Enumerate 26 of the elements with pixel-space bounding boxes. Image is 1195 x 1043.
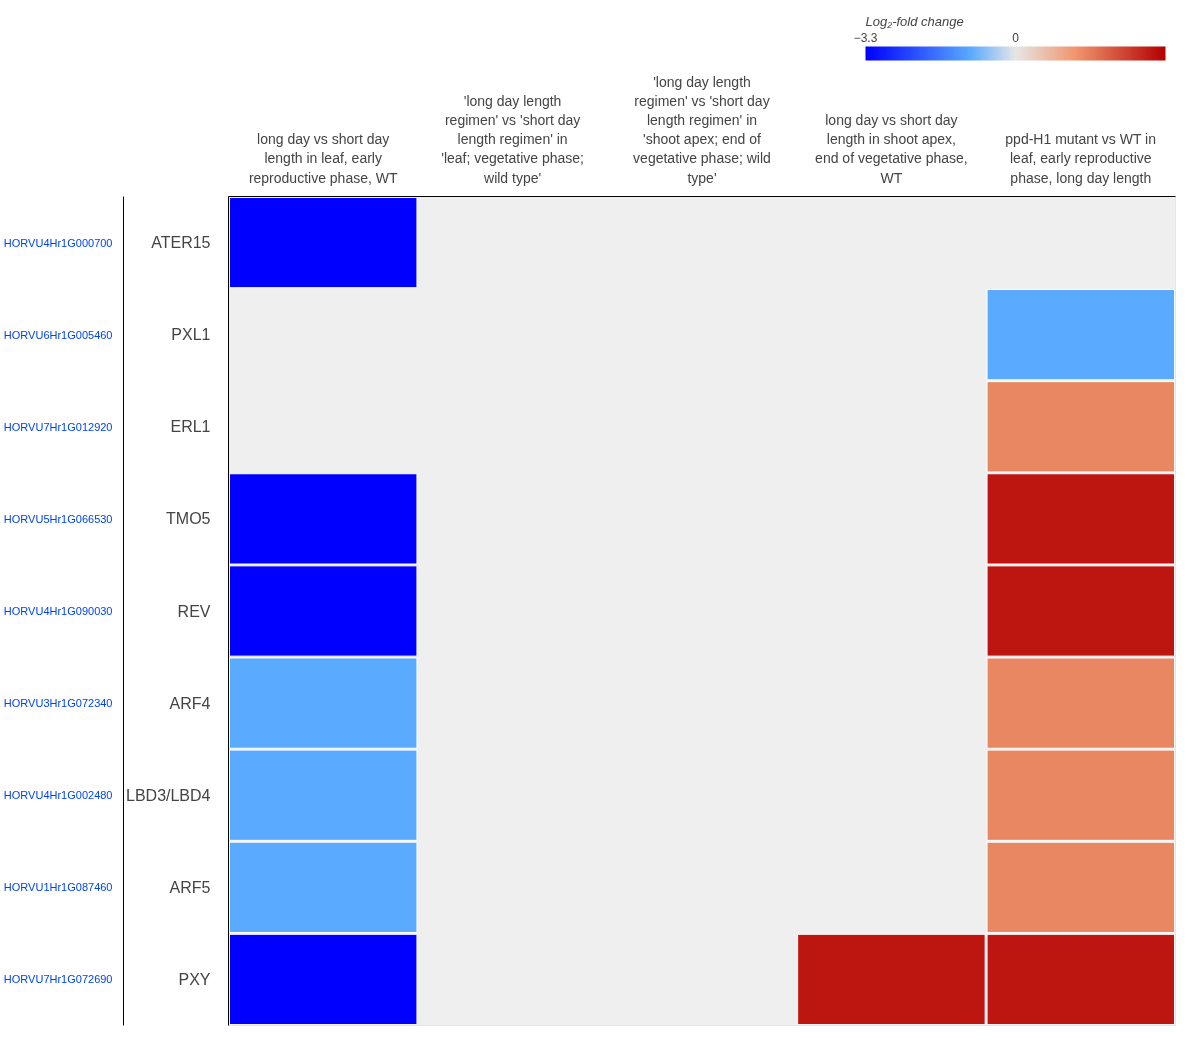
y-tick-label: ATER15 bbox=[151, 234, 211, 252]
color-bar-label: 0 bbox=[1012, 30, 1020, 45]
y-tick-label: PXL1 bbox=[171, 326, 211, 344]
y2-tick-label: HORVU5Hr1G066530 bbox=[3, 512, 113, 525]
y-tick-label: LBD3/LBD4 bbox=[126, 786, 211, 804]
y2-tick-label: HORVU6Hr1G005460 bbox=[3, 328, 113, 341]
x-tick-label: 'long day length regimen' vs 'short day length regimen' in 'leaf; vegetative phase; wild type' bbox=[441, 92, 584, 186]
y2-tick-label: HORVU3Hr1G072340 bbox=[3, 697, 113, 710]
y-tick-label: ERL1 bbox=[170, 418, 211, 436]
y2-tick-label: HORVU4Hr1G090030 bbox=[3, 605, 113, 617]
y-tick-label: ARF5 bbox=[169, 878, 211, 896]
y2-tick-label: HORVU1Hr1G087460 bbox=[3, 881, 113, 894]
color-bar-title: Log₂-fold change bbox=[865, 13, 964, 29]
y-tick-label: ARF4 bbox=[169, 694, 211, 712]
y2-tick-label: HORVU7Hr1G012920 bbox=[3, 420, 113, 433]
y2-tick-label: HORVU4Hr1G002480 bbox=[3, 789, 113, 802]
y2-tick-label: HORVU7Hr1G072690 bbox=[3, 973, 113, 986]
x-tick-label: ppd-H1 mutant vs WT in leaf, early reproductive phase, long day length bbox=[1005, 131, 1157, 186]
x-tick-label: 'long day length regimen' vs 'short day length regimen' in 'shoot apex; end of vegetative phase; wild type' bbox=[633, 73, 771, 186]
color-bar-label: −3.3 bbox=[853, 30, 878, 45]
y2-tick-label: HORVU4Hr1G000700 bbox=[3, 236, 113, 249]
y-tick-label: PXY bbox=[178, 970, 211, 988]
y-tick-label: REV bbox=[177, 602, 211, 620]
x-tick-label: long day vs short day length in shoot apex, end of vegetative phase, WT bbox=[815, 111, 968, 186]
y-tick-label: TMO5 bbox=[166, 510, 211, 528]
x-tick-label: long day vs short day length in leaf, early reproductive phase, WT bbox=[248, 131, 398, 186]
